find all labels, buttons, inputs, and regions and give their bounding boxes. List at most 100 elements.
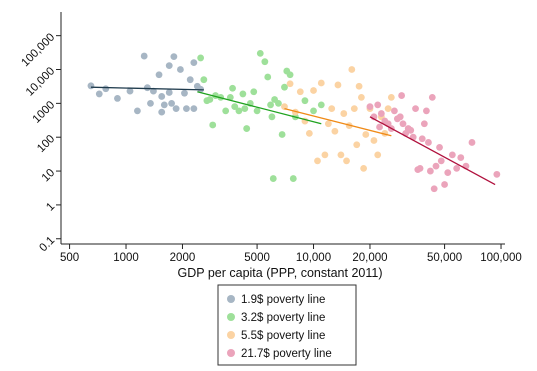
data-point [432, 162, 440, 170]
data-point [343, 157, 350, 165]
data-point [436, 143, 443, 151]
legend-label: 3.2$ poverty line [241, 312, 325, 324]
data-point [190, 59, 198, 66]
data-point [360, 164, 368, 172]
x-tick-label: 20,000 [352, 252, 387, 264]
data-point [160, 101, 168, 109]
legend-marker [227, 295, 235, 303]
data-point [377, 110, 385, 117]
data-point [444, 169, 452, 177]
data-point [399, 120, 407, 128]
data-point [172, 105, 180, 113]
data-point [331, 127, 339, 135]
data-point [165, 89, 173, 96]
data-point [269, 175, 277, 182]
data-point [317, 101, 325, 109]
x-axis: 500 1000 2000 5000 10,000 20,000 50,000 100,000 [60, 243, 522, 264]
data-point [126, 87, 134, 95]
legend-label: 21.7$ poverty line [241, 348, 332, 360]
data-point [165, 62, 173, 70]
data-point [310, 87, 317, 94]
data-point [357, 93, 365, 101]
data-point [114, 95, 121, 102]
data-point [177, 66, 184, 73]
data-point [493, 170, 501, 178]
data-point [321, 151, 329, 159]
data-point [355, 82, 363, 90]
data-point [420, 120, 428, 128]
fit-lines-layer [90, 86, 496, 186]
x-tick-label: 100,000 [480, 252, 522, 264]
data-point [416, 164, 424, 172]
data-point [350, 105, 358, 113]
data-point [468, 139, 476, 146]
data-point [281, 103, 288, 111]
data-point [286, 80, 294, 88]
data-point [168, 99, 175, 107]
data-point [324, 120, 332, 128]
data-point [328, 105, 336, 113]
x-tick-label: 1000 [113, 252, 139, 264]
y-tick-label: 1000 [31, 99, 58, 126]
data-point [147, 99, 154, 107]
y-tick-label: 1 [44, 201, 57, 214]
data-point [250, 88, 258, 96]
data-point [412, 105, 419, 113]
data-point [353, 141, 361, 149]
data-point [310, 107, 317, 115]
points-layer [87, 49, 501, 193]
data-point [200, 76, 208, 84]
data-point [418, 135, 426, 143]
data-point [396, 113, 404, 121]
data-point [334, 81, 342, 89]
data-point [305, 129, 313, 137]
data-point [87, 82, 95, 90]
x-tick-label: 50,000 [427, 252, 462, 264]
data-point [140, 52, 148, 60]
data-point [268, 113, 276, 121]
data-point [143, 84, 151, 92]
data-point [190, 105, 198, 113]
data-point [457, 154, 465, 161]
data-point [376, 123, 383, 131]
data-point [243, 125, 251, 132]
data-point [374, 151, 382, 159]
data-point [426, 167, 434, 175]
fit-line [284, 107, 392, 137]
data-point [387, 93, 395, 101]
data-point [453, 164, 461, 172]
data-point [281, 83, 288, 91]
y-tick-label: 100,000 [19, 31, 57, 69]
data-point [275, 99, 282, 107]
data-point [374, 101, 382, 109]
data-point [398, 92, 406, 99]
legend-box [217, 284, 357, 366]
data-point [197, 54, 205, 62]
data-point [407, 126, 415, 134]
data-point [158, 108, 166, 116]
data-point [437, 157, 445, 165]
y-tick-label: 10 [40, 167, 58, 185]
data-point [186, 76, 194, 84]
x-tick-label: 500 [60, 252, 79, 264]
data-point [362, 131, 370, 138]
data-point [150, 87, 157, 95]
data-point [366, 103, 374, 111]
data-point [423, 107, 430, 115]
data-point [226, 93, 234, 101]
legend: 1.9$ poverty line 3.2$ poverty line 5.5$ p… [217, 284, 357, 366]
fit-line [197, 91, 322, 125]
data-point [267, 101, 274, 109]
data-point [253, 107, 261, 115]
x-tick-label: 5000 [244, 252, 270, 264]
data-point [158, 93, 166, 100]
data-point [155, 71, 163, 79]
data-point [209, 121, 217, 129]
legend-marker [227, 349, 235, 357]
data-point [222, 107, 230, 115]
data-point [384, 105, 392, 113]
legend-label: 5.5$ poverty line [241, 330, 325, 342]
data-point [264, 73, 272, 81]
